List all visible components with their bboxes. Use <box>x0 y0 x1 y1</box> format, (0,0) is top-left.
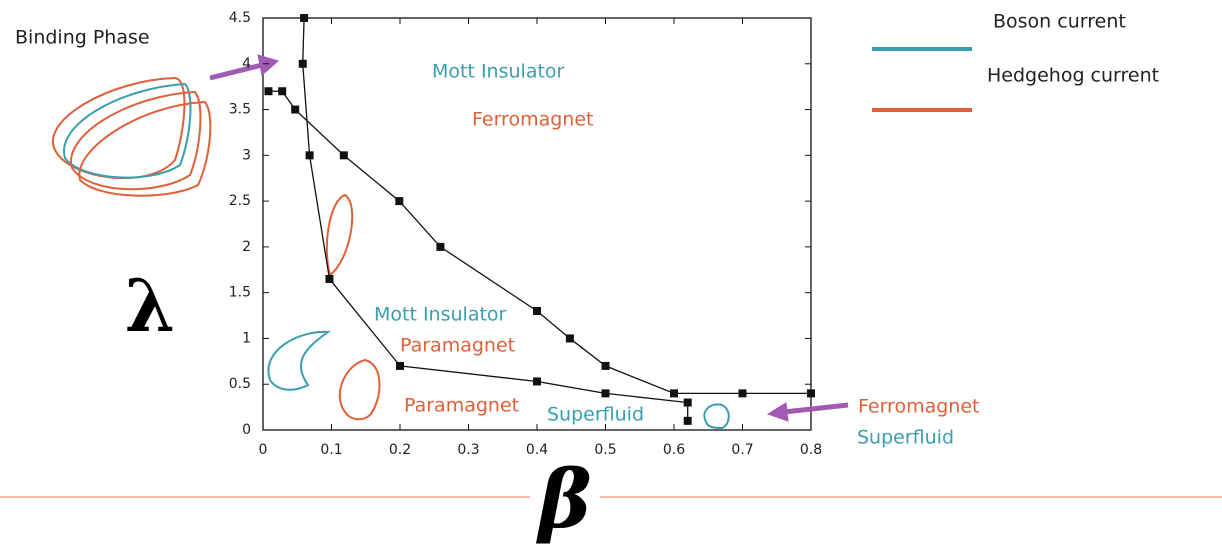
y-tick-label: 1 <box>242 330 251 346</box>
y-tick-label: 0 <box>242 422 251 438</box>
region-label: Superfluid <box>857 427 954 449</box>
x-tick-label: 0.5 <box>594 442 616 458</box>
region-label: Mott Insulator <box>432 61 565 83</box>
point-marker <box>396 362 404 370</box>
x-axis-label: β <box>535 452 591 546</box>
y-tick-label: 2 <box>242 239 251 255</box>
x-tick-label: 0.2 <box>389 442 411 458</box>
y-tick-label: 4 <box>242 56 251 72</box>
point-marker <box>395 197 403 205</box>
point-marker <box>291 106 299 114</box>
point-marker <box>264 87 272 95</box>
x-tick-label: 0.3 <box>457 442 479 458</box>
point-marker <box>739 389 747 397</box>
point-marker <box>602 389 610 397</box>
point-marker <box>533 377 541 385</box>
x-tick-label: 0.6 <box>663 442 685 458</box>
point-marker <box>340 151 348 159</box>
legend-label: Boson current <box>993 11 1126 33</box>
legend-label: Hedgehog current <box>987 65 1159 87</box>
y-tick-label: 1.5 <box>229 285 251 301</box>
region-label: Paramagnet <box>404 395 519 417</box>
y-tick-label: 0.5 <box>229 376 251 392</box>
x-tick-label: 0.8 <box>800 442 822 458</box>
x-tick-label: 0 <box>259 442 268 458</box>
region-label: Binding Phase <box>15 27 150 49</box>
point-marker <box>807 389 815 397</box>
region-label: Superfluid <box>547 404 644 426</box>
chart: λ β 0 0.1 0.2 0.3 0.4 0.5 0.6 0.7 0.8 0 0.5 1 1.5 2 2.… <box>0 0 1222 553</box>
region-label: Ferromagnet <box>858 396 979 418</box>
point-marker <box>684 417 692 425</box>
x-tick-label: 0.7 <box>731 442 753 458</box>
point-marker <box>533 307 541 315</box>
point-marker <box>300 14 308 22</box>
region-label: Mott Insulator <box>374 304 507 326</box>
y-tick-label: 4.5 <box>229 10 251 26</box>
y-tick-label: 2.5 <box>229 193 251 209</box>
point-marker <box>566 334 574 342</box>
point-marker <box>602 362 610 370</box>
x-tick-label: 0.1 <box>320 442 342 458</box>
point-marker <box>306 151 314 159</box>
point-marker <box>325 275 333 283</box>
point-marker <box>299 60 307 68</box>
y-axis-label: λ <box>125 263 175 348</box>
point-marker <box>670 389 678 397</box>
region-label: Ferromagnet <box>472 109 593 131</box>
region-label: Paramagnet <box>400 335 515 357</box>
point-marker <box>436 243 444 251</box>
point-marker <box>278 87 286 95</box>
x-tick-label: 0.4 <box>526 442 548 458</box>
point-marker <box>684 399 692 407</box>
y-tick-label: 3.5 <box>229 102 251 118</box>
y-tick-label: 3 <box>242 147 251 163</box>
